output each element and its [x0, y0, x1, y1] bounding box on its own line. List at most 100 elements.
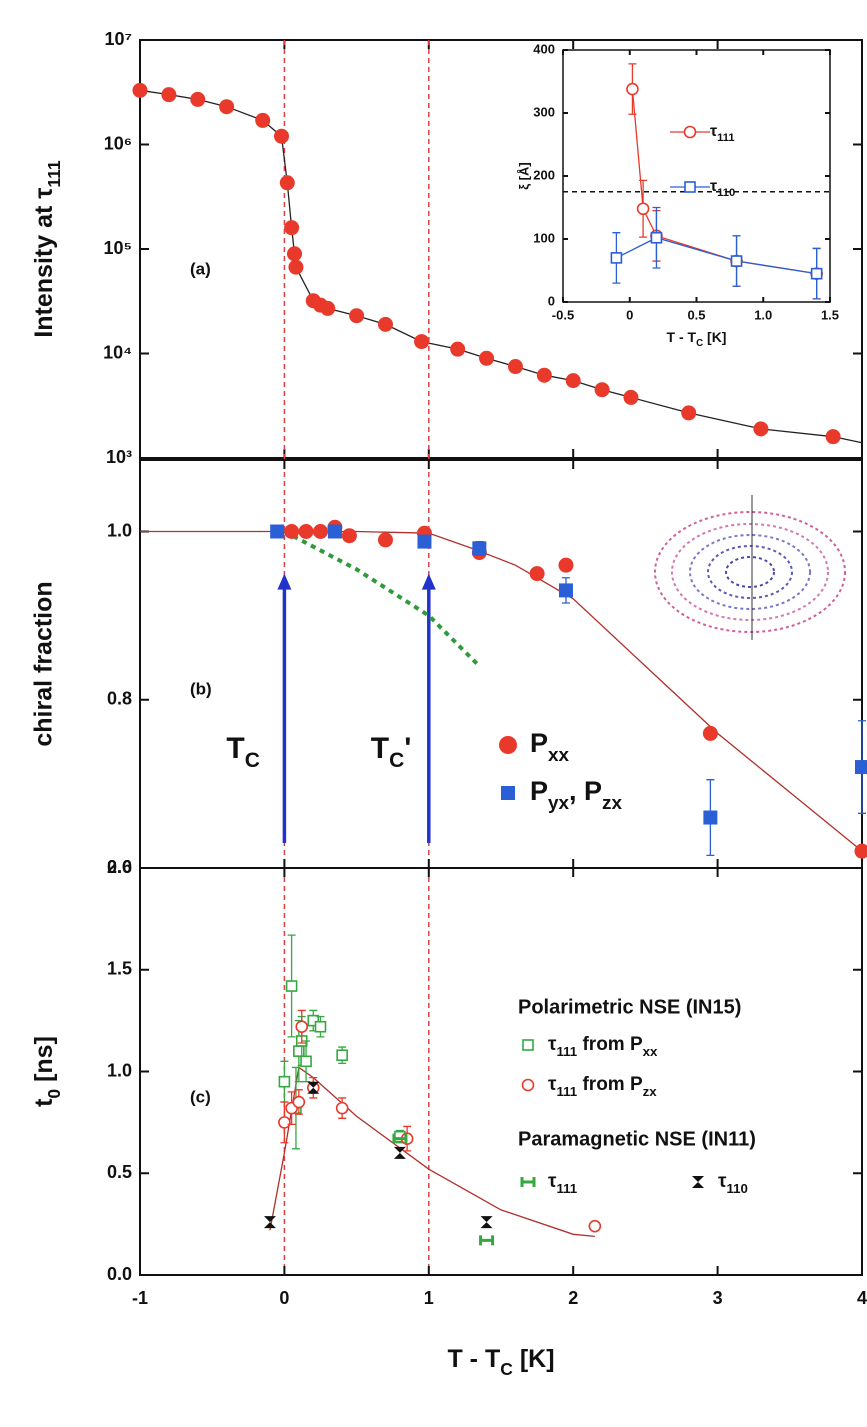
point: [479, 350, 495, 366]
text-part: T: [226, 732, 244, 765]
legend-label: τ111 from Pzx: [548, 1074, 657, 1099]
point: [314, 1020, 327, 1033]
point: [507, 359, 523, 375]
point: [610, 252, 623, 264]
point: [730, 255, 743, 267]
point: [284, 220, 300, 236]
text-part: t: [30, 1098, 58, 1107]
legend-marker: [501, 786, 515, 800]
text-part: ': [404, 732, 411, 765]
legend-marker: [692, 1176, 704, 1188]
annotation: TC': [371, 732, 412, 772]
text-part: [K]: [703, 329, 726, 345]
y-tick-label: 10⁵: [104, 238, 132, 258]
y-tick-label: 0.5: [107, 1162, 132, 1182]
point: [558, 583, 573, 598]
legend-title: Polarimetric NSE (IN15): [518, 996, 741, 1018]
text-part: τ: [548, 1171, 557, 1192]
y-tick-label: 1.0: [107, 1060, 132, 1080]
y-tick-label: 10⁴: [103, 342, 132, 362]
point: [295, 1020, 309, 1034]
legend-marker: [684, 181, 696, 193]
y-axis-label: chiral fraction: [30, 581, 58, 746]
y-tick-label: 400: [533, 41, 555, 56]
point: [288, 259, 304, 275]
legend-label: τ111: [548, 1171, 578, 1196]
y-tick-label: 10³: [106, 447, 132, 467]
y-tick-label: 10⁶: [104, 133, 132, 153]
point: [284, 524, 300, 540]
y-tick-label: 0.8: [107, 689, 132, 709]
legend-marker: [521, 1078, 535, 1092]
subscript: 110: [717, 187, 735, 199]
legend-marker: [499, 736, 517, 754]
point: [529, 566, 545, 582]
y-axis-label: ξ [Å]: [516, 162, 531, 189]
subscript: 111: [44, 160, 64, 188]
point: [377, 316, 393, 332]
point: [263, 1216, 276, 1229]
x-tick-label: 0: [279, 1288, 289, 1308]
point: [536, 367, 552, 383]
y-tick-label: 10⁷: [105, 29, 132, 49]
text-part: τ: [718, 1171, 727, 1192]
point: [854, 843, 867, 859]
y-tick-label: 300: [533, 104, 555, 119]
series-line: [283, 529, 481, 668]
x-tick-label: 1: [424, 1288, 434, 1308]
point: [132, 82, 148, 98]
subscript: zx: [602, 793, 622, 814]
point: [414, 334, 430, 350]
point: [307, 1014, 320, 1027]
plot-frame: [139, 39, 863, 459]
panel-label: (a): [190, 259, 211, 278]
text-part: τ: [548, 1034, 557, 1055]
text-part: τ: [548, 1074, 557, 1095]
point: [287, 246, 303, 262]
legend-marker: [520, 1177, 536, 1187]
point: [278, 1116, 291, 1129]
text-part: P: [530, 776, 548, 806]
point: [327, 524, 342, 539]
arrow-head: [421, 573, 436, 590]
plot-frame: [139, 867, 863, 1276]
x-tick-label: 1.5: [821, 307, 839, 322]
text-part: T - T: [447, 1345, 500, 1373]
x-axis-label: T - TC [K]: [667, 329, 727, 349]
point: [335, 1101, 349, 1115]
x-tick-label: 1.0: [754, 307, 772, 322]
annotation: TC: [226, 732, 260, 772]
text-part: P: [530, 728, 548, 758]
subscript: C: [389, 749, 404, 772]
point: [292, 1095, 306, 1109]
subscript: 0: [44, 1089, 64, 1099]
arrow-head: [277, 573, 292, 590]
series-line: [139, 89, 863, 444]
point: [450, 341, 466, 357]
legend-label: τ111: [710, 123, 735, 144]
point: [479, 1235, 495, 1246]
panel-label: (b): [190, 679, 212, 698]
point: [825, 429, 841, 445]
text-part: , P: [569, 776, 602, 806]
x-axis-label: T - TC [K]: [447, 1345, 554, 1379]
subscript: C: [500, 1359, 513, 1379]
point: [703, 810, 718, 825]
panel-label: (c): [190, 1087, 211, 1106]
point: [753, 421, 769, 437]
point: [623, 389, 639, 405]
subscript: 111: [556, 1044, 577, 1059]
legend-label: τ111 from Pxx: [548, 1034, 658, 1059]
y-tick-label: 0: [548, 293, 555, 308]
y-tick-label: 0.6: [107, 857, 132, 877]
subscript: xx: [643, 1044, 658, 1059]
point: [279, 175, 295, 191]
point: [161, 87, 177, 103]
x-tick-label: 0.5: [687, 307, 705, 322]
text-part: T: [371, 732, 389, 765]
x-tick-label: -0.5: [552, 307, 574, 322]
x-tick-label: 3: [713, 1288, 723, 1308]
series-line: [616, 237, 817, 275]
point: [285, 980, 298, 992]
